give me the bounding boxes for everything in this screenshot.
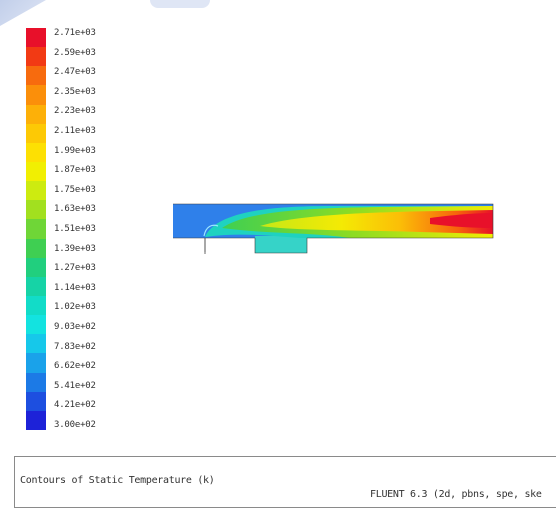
caption-panel: [14, 456, 556, 508]
hot-core: [260, 210, 493, 234]
legend-swatch: [26, 66, 46, 86]
legend-swatch: [26, 353, 46, 373]
legend-tick-label: 2.71e+03: [54, 28, 96, 38]
legend-swatch: [26, 104, 46, 124]
hottest-region: [430, 213, 493, 228]
legend-tick-label: 2.47e+03: [54, 67, 96, 78]
legend-tick-label: 6.62e+02: [54, 361, 96, 372]
legend-swatch: [26, 200, 46, 220]
combustor-cavity: [255, 236, 307, 253]
legend-swatch: [26, 334, 46, 354]
legend-swatch: [26, 181, 46, 201]
legend-swatch: [26, 257, 46, 277]
legend-swatch: [26, 276, 46, 296]
legend-tick-label: 2.11e+03: [54, 125, 96, 136]
domain-outline: [173, 203, 494, 254]
legend-swatch: [26, 372, 46, 392]
legend-tick-label: 1.63e+03: [54, 204, 96, 215]
legend-tick-label: 4.21e+02: [54, 400, 96, 411]
legend-tick-label: 1.87e+03: [54, 165, 96, 176]
legend-swatch: [26, 123, 46, 143]
legend-tick-label: 1.02e+03: [54, 302, 96, 313]
legend-tick-label: 1.75e+03: [54, 184, 96, 195]
legend-tick-label: 1.27e+03: [54, 263, 96, 274]
legend-swatch: [26, 161, 46, 182]
legend-tick-label: 1.51e+03: [54, 223, 96, 234]
legend-swatch: [26, 315, 46, 335]
legend-swatch: [26, 28, 46, 48]
legend-swatch: [26, 410, 46, 430]
legend-swatch: [26, 219, 46, 239]
legend-tick-label: 2.59e+03: [54, 47, 96, 58]
legend-tick-label: 1.99e+03: [54, 145, 96, 156]
legend-tick-label: 3.00e+02: [54, 419, 96, 430]
legend-tick-label: 1.39e+03: [54, 243, 96, 254]
legend-swatch: [26, 295, 46, 316]
legend-tick-label: 7.83e+02: [54, 341, 96, 352]
legend-tick-label: 1.14e+03: [54, 282, 96, 293]
legend-swatch: [26, 391, 46, 411]
legend-tick-label: 9.03e+02: [54, 321, 96, 332]
legend-tick-label: 2.35e+03: [54, 86, 96, 97]
plot-title: Contours of Static Temperature (k): [20, 475, 215, 486]
solver-info: FLUENT 6.3 (2d, pbns, spe, ske: [370, 489, 542, 500]
color-legend-labels: 2.71e+03 2.59e+03 2.47e+03 2.35e+03 2.23e+03…: [54, 28, 134, 430]
legend-swatch: [26, 142, 46, 162]
legend-swatch: [26, 47, 46, 67]
top-watermark: [150, 0, 210, 8]
injector-step: [203, 224, 219, 237]
color-legend-bar: [26, 28, 46, 430]
legend-tick-label: 5.41e+02: [54, 380, 96, 391]
legend-swatch: [26, 238, 46, 258]
legend-tick-label: 2.23e+03: [54, 106, 96, 117]
legend-swatch: [26, 85, 46, 105]
